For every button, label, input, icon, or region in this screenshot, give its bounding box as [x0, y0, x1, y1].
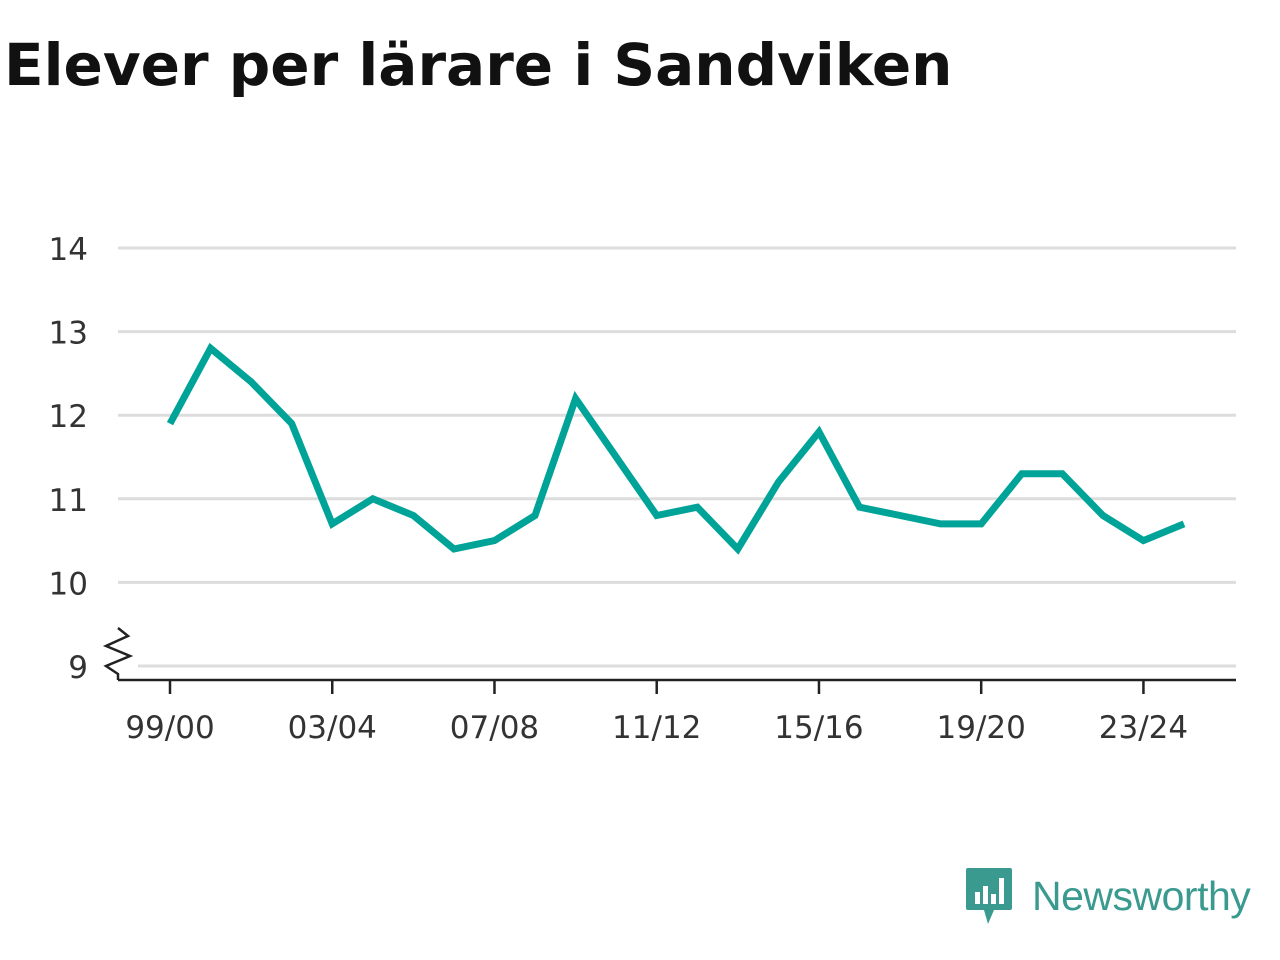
newsworthy-logo-icon: [966, 868, 1012, 924]
y-tick-label: 12: [49, 399, 88, 435]
y-tick-label: 10: [49, 566, 88, 602]
y-tick-label: 11: [49, 483, 88, 519]
x-tick-label: 99/00: [125, 710, 214, 746]
series-layer: [166, 342, 1186, 555]
axis-break-zigzag: [102, 627, 134, 680]
axis-break-icon: [102, 622, 138, 680]
brand-name: Newsworthy: [1032, 872, 1251, 919]
newsworthy-brand: Newsworthy: [964, 864, 1251, 928]
y-axis-tick-labels: 9 10 11 12 13 14: [49, 232, 88, 686]
series-line-0: [166, 342, 1186, 555]
x-tick-label: 19/20: [937, 710, 1026, 746]
line-chart: 9 10 11 12 13 14 99/00 03/04 07/08 11/12 15/16 19/…: [49, 232, 1236, 746]
x-tick-label: 15/16: [774, 710, 863, 746]
x-axis-tick-labels: 99/00 03/04 07/08 11/12 15/16 19/20 23/24: [125, 710, 1188, 746]
y-tick-label: 14: [49, 232, 88, 268]
chart-title: Elever per lärare i Sandviken: [4, 31, 953, 99]
x-tick-label: 07/08: [450, 710, 539, 746]
x-tick-label: 11/12: [612, 710, 701, 746]
y-tick-label: 13: [49, 316, 88, 352]
y-tick-label: 9: [68, 650, 88, 686]
x-axis: [118, 678, 1236, 694]
x-tick-label: 23/24: [1099, 710, 1188, 746]
x-tick-label: 03/04: [288, 710, 377, 746]
gridlines: [118, 246, 1236, 668]
